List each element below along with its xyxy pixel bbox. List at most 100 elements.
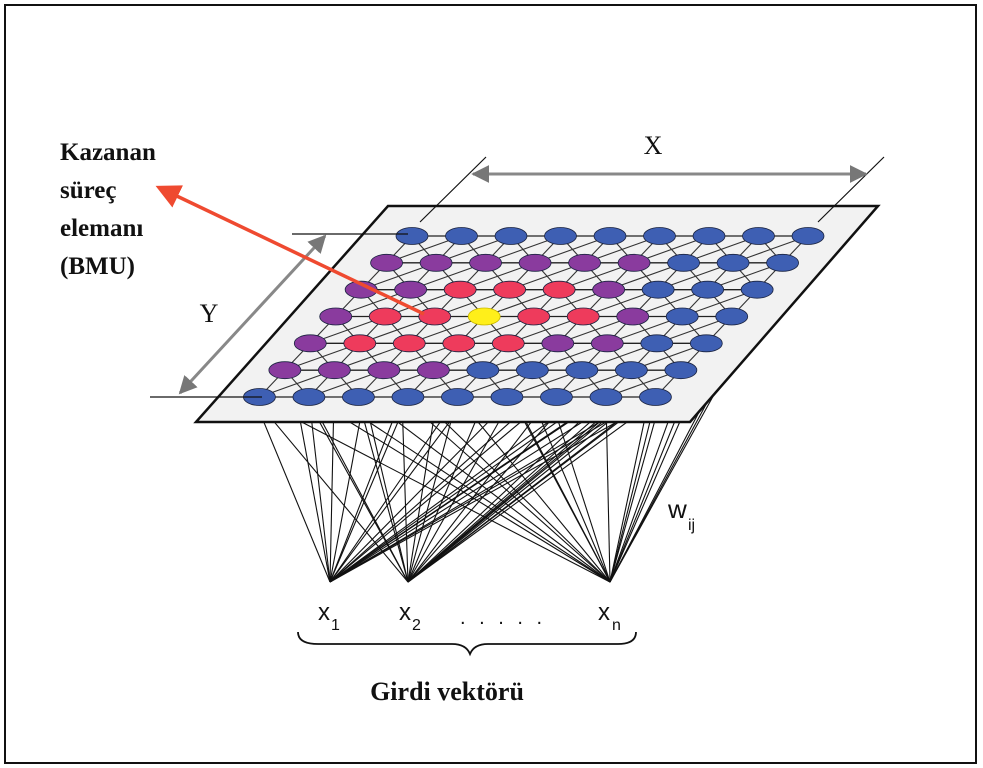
map-node [317, 361, 351, 380]
map-node [665, 307, 699, 326]
map-node [715, 307, 749, 326]
map-node [692, 227, 726, 245]
map-node [544, 227, 577, 245]
map-node [589, 388, 623, 406]
map-node [292, 388, 326, 406]
map-node [740, 280, 774, 299]
mesh-line [253, 396, 409, 583]
mesh-line [329, 396, 403, 583]
map-node [368, 307, 402, 326]
map-node [493, 280, 527, 299]
map-node [342, 388, 375, 406]
mesh-line [457, 396, 611, 583]
map-node [541, 334, 575, 353]
map-node [640, 334, 674, 353]
mesh-line [407, 396, 551, 583]
winner-label-line: elemanı [60, 215, 143, 242]
map-node [491, 334, 525, 353]
map-node [392, 334, 426, 353]
map-node [593, 227, 627, 245]
mesh-line [401, 396, 611, 583]
mesh-line [252, 396, 331, 583]
map-node [689, 334, 723, 353]
map-node [370, 253, 403, 272]
mesh-line [253, 396, 611, 583]
map-node [664, 361, 698, 380]
map-node [517, 307, 551, 326]
winner-label-line: Kazanan [60, 139, 156, 166]
map-node [568, 253, 601, 272]
input-label-x1: x [318, 599, 330, 626]
map-node [319, 307, 353, 326]
mesh-line [329, 396, 551, 583]
mesh-line [609, 396, 650, 583]
map-node [515, 361, 549, 380]
map-node [419, 253, 453, 272]
input-label-x2: x [399, 599, 411, 626]
map-node [268, 361, 302, 380]
mesh-line [308, 396, 331, 583]
map-node [716, 253, 750, 272]
input-label-xn-sub: n [612, 617, 621, 634]
node-grid [243, 227, 825, 406]
map-node [395, 227, 429, 245]
mesh-line [407, 396, 607, 583]
x-dimension: X [419, 131, 885, 223]
map-node [616, 307, 650, 326]
input-dots: . . . . . [460, 607, 546, 629]
map-node [565, 361, 599, 380]
mesh-line [407, 396, 650, 583]
map-node [367, 361, 401, 380]
input-label-xn: x [598, 599, 610, 626]
mesh-line [609, 396, 662, 583]
weight-label: w ij [667, 494, 695, 534]
mesh-line [401, 396, 409, 583]
map-node [691, 280, 725, 299]
map-node [641, 280, 675, 299]
map-node [791, 227, 825, 245]
map-node [540, 388, 573, 406]
mesh-line [364, 396, 611, 583]
map-node [441, 388, 474, 406]
map-node [643, 227, 676, 245]
winner-label-line: süreç [60, 177, 116, 204]
map-node [614, 361, 648, 380]
x-dimension-label: X [644, 131, 663, 160]
map-node [617, 253, 651, 272]
input-labels: x 1 x 2 . . . . . x n [318, 599, 621, 634]
map-node [293, 334, 327, 353]
input-label-x2-sub: 2 [412, 617, 421, 634]
mesh-line [308, 396, 611, 583]
map-node [566, 307, 600, 326]
map-node [542, 280, 576, 299]
mesh-line [605, 396, 611, 583]
map-node [394, 280, 428, 299]
map-node [442, 334, 476, 353]
input-label-x1-sub: 1 [331, 617, 340, 634]
bmu-node [467, 307, 501, 326]
y-dimension-label: Y [200, 299, 219, 328]
map-node [590, 334, 624, 353]
map-node [742, 227, 775, 245]
winner-label: Kazanan süreç elemanı (BMU) [60, 139, 156, 280]
map-node [490, 388, 524, 406]
map-node [466, 361, 500, 380]
input-vector-label: Girdi vektörü [370, 677, 524, 706]
map-node [344, 280, 378, 299]
winner-label-line: (BMU) [60, 253, 135, 280]
map-node [518, 253, 552, 272]
map-node [443, 280, 477, 299]
mesh-line [363, 396, 409, 583]
map-node [418, 307, 452, 326]
mesh-line [407, 396, 662, 583]
map-node [416, 361, 450, 380]
map-node [445, 227, 478, 245]
mesh-line [329, 396, 365, 583]
bmu-arrow [155, 185, 425, 316]
input-brace [297, 631, 637, 657]
map-node [343, 334, 377, 353]
map-node [494, 227, 528, 245]
weight-label-base: w [667, 494, 687, 524]
weight-label-sub: ij [688, 517, 695, 534]
